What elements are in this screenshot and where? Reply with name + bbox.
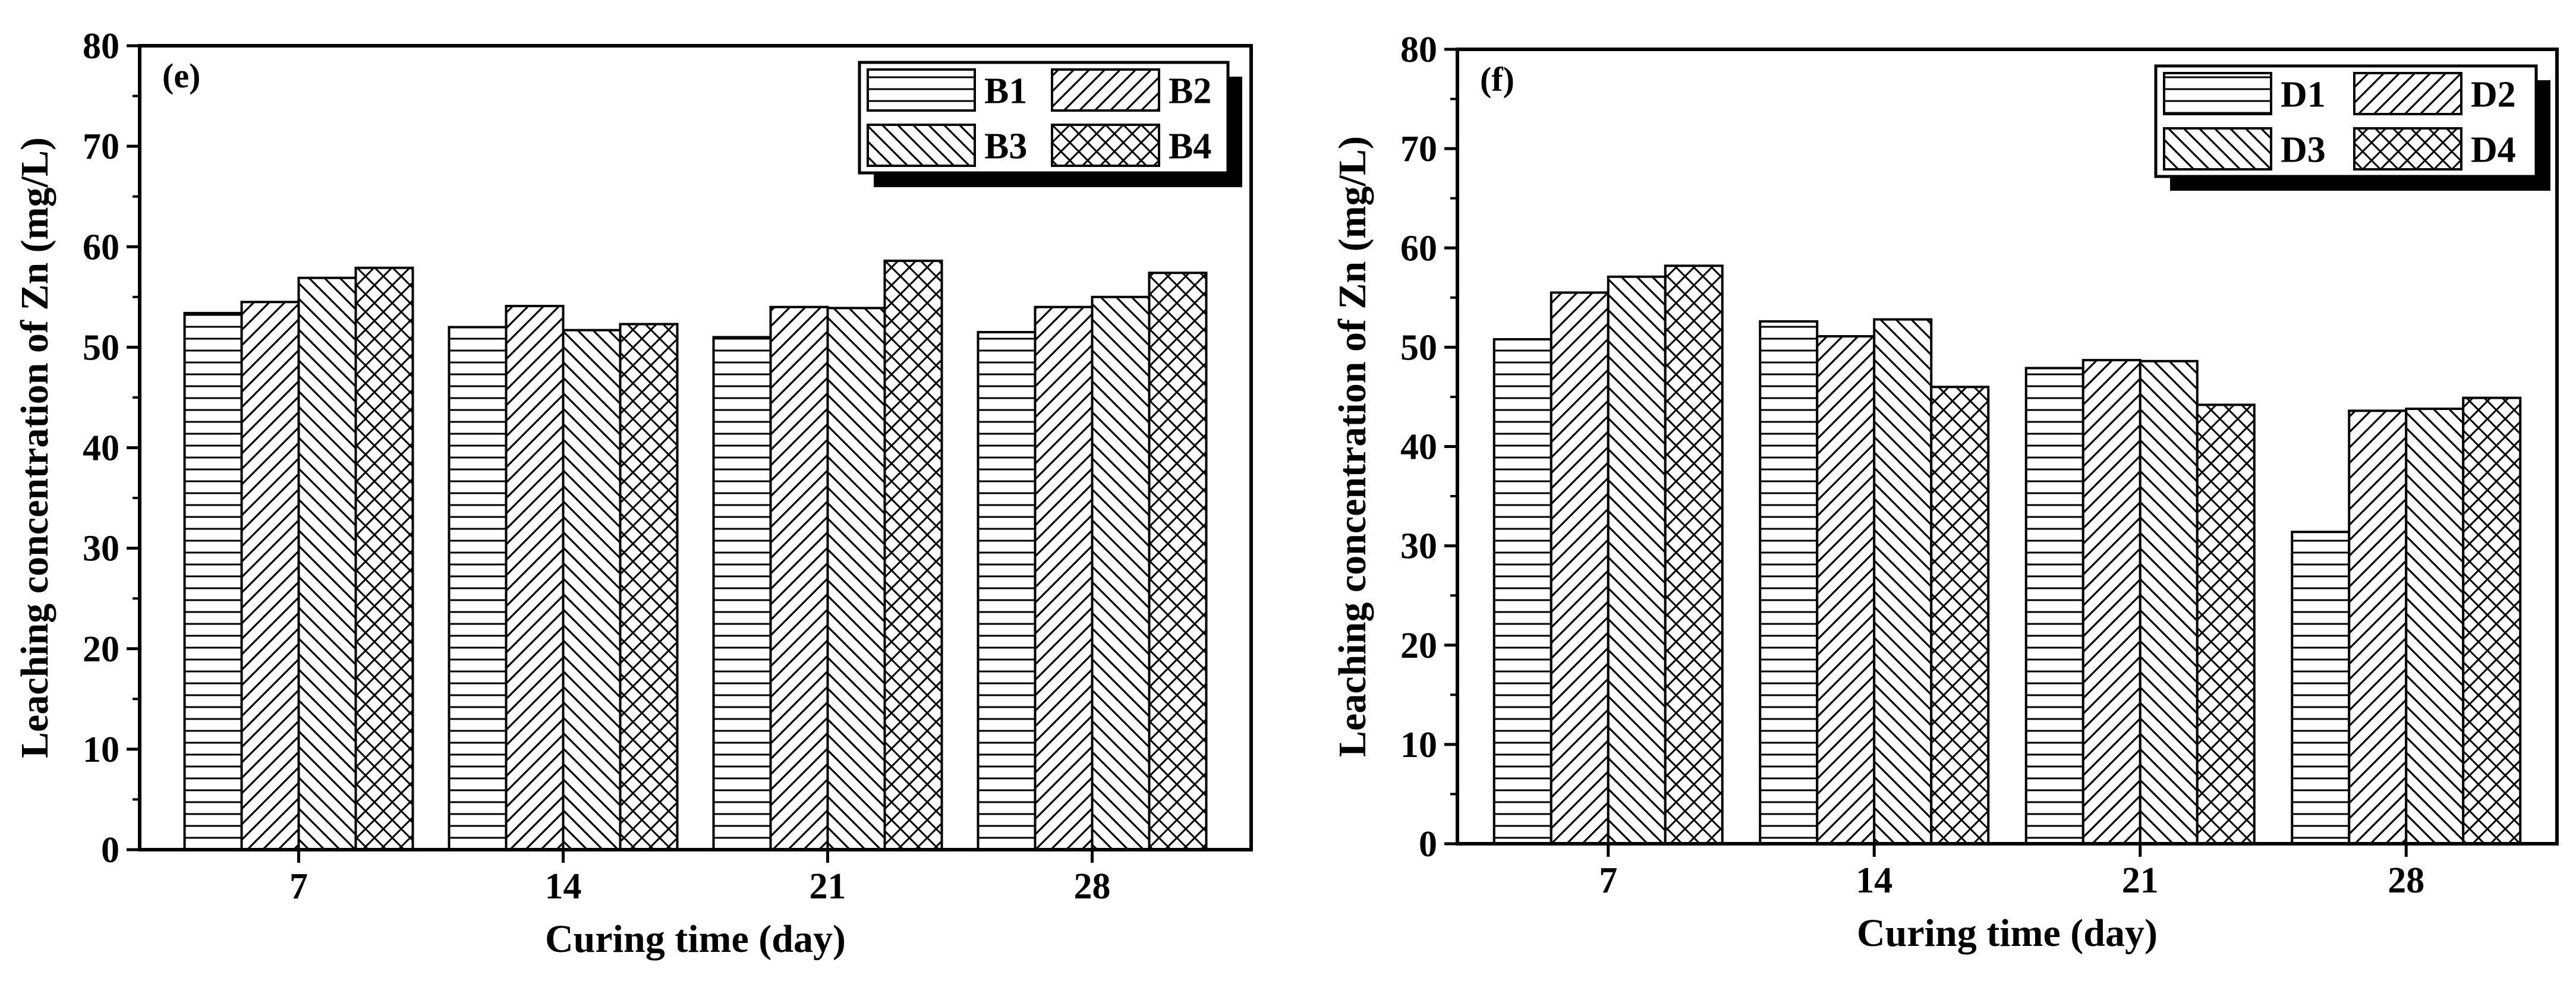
- plot-frame: [138, 44, 1253, 851]
- y-tick-label: 80: [83, 26, 119, 67]
- legend-swatch-b2: [1051, 68, 1160, 112]
- bar-b3-day-28: [1091, 295, 1151, 851]
- bar-b4-day-7: [354, 266, 414, 851]
- y-tick-label: 10: [83, 730, 119, 770]
- bar-d3-day-28: [2405, 407, 2465, 845]
- bar-b4-day-14: [619, 323, 679, 851]
- bar-b3-day-14: [562, 329, 622, 851]
- legend-label-b4: B4: [1169, 127, 1211, 167]
- y-tick-label: 60: [1400, 228, 1437, 269]
- x-tick-label: 28: [2388, 860, 2424, 901]
- bar-b4-day-21: [883, 259, 943, 851]
- y-tick-label: 20: [83, 629, 119, 670]
- legend-swatch-d3: [2163, 127, 2272, 171]
- bar-d2-day-28: [2348, 409, 2408, 845]
- x-tick-label: 21: [2122, 860, 2159, 901]
- bar-d4-day-14: [1930, 386, 1990, 845]
- y-tick-label: 50: [83, 327, 119, 368]
- y-tick-label: 50: [1400, 327, 1437, 368]
- bar-b1-day-14: [448, 326, 508, 851]
- y-tick-label: 70: [1400, 129, 1437, 169]
- bar-d1-day-7: [1492, 338, 1552, 845]
- legend-label-d4: D4: [2471, 130, 2516, 171]
- bar-d3-day-7: [1607, 275, 1667, 845]
- bar-d2-day-7: [1550, 291, 1610, 845]
- bar-b3-day-7: [297, 276, 357, 851]
- legend-swatch-b3: [867, 124, 976, 167]
- bar-d2-day-14: [1816, 335, 1876, 845]
- bar-b3-day-21: [826, 307, 886, 851]
- x-tick-label: 7: [289, 866, 308, 907]
- bar-d1-day-28: [2291, 531, 2351, 845]
- bar-b1-day-28: [977, 331, 1037, 851]
- legend-label-b3: B3: [984, 127, 1027, 167]
- bar-b2-day-28: [1034, 305, 1094, 851]
- chart-panel-e: 7 14 21 28 0 10 20 30 40 50 60 70 80 (e) Curing time (…: [13, 26, 1253, 961]
- panel-label: (e): [162, 56, 200, 95]
- chart-panel-f: 7 14 21 28 0 10 20 30 40 50 60 70 80 (f) Curing time (…: [1331, 30, 2559, 955]
- bar-b1-day-7: [183, 311, 243, 851]
- x-tick-label: 7: [1599, 860, 1617, 901]
- bar-b2-day-7: [240, 301, 300, 851]
- bar-d1-day-21: [2024, 367, 2084, 845]
- bar-b2-day-14: [505, 305, 565, 851]
- y-axis-title: Leaching concentration of Zn (mg/L): [13, 137, 56, 758]
- legend-swatch-b4: [1051, 124, 1160, 167]
- legend-label-d3: D3: [2281, 130, 2326, 171]
- legend-label-d2: D2: [2471, 75, 2516, 115]
- bar-d4-day-21: [2196, 403, 2256, 845]
- y-tick-label: 0: [101, 830, 119, 870]
- x-tick-label: 14: [545, 866, 582, 907]
- bar-d3-day-21: [2139, 359, 2199, 845]
- y-tick-label: 10: [1400, 725, 1437, 765]
- legend-swatch-d1: [2163, 72, 2272, 115]
- bar-b4-day-28: [1148, 272, 1208, 851]
- y-tick-label: 70: [83, 127, 119, 167]
- y-tick-label: 80: [1400, 30, 1437, 70]
- legend: B1 B2 B3 B4: [858, 61, 1242, 187]
- y-tick-label: 40: [83, 428, 119, 469]
- legend-swatch-d4: [2353, 127, 2462, 171]
- x-axis-title: Curing time (day): [545, 917, 846, 961]
- bar-d2-day-21: [2081, 359, 2142, 845]
- y-tick-label: 0: [1419, 824, 1437, 865]
- y-tick-label: 30: [83, 529, 119, 569]
- legend-label-b2: B2: [1169, 71, 1211, 112]
- legend-swatch-b1: [867, 68, 976, 112]
- x-tick-label: 21: [810, 866, 846, 907]
- y-axis-title: Leaching concentration of Zn (mg/L): [1331, 136, 1374, 757]
- bar-d3-day-14: [1873, 318, 1933, 845]
- legend-label-b1: B1: [984, 71, 1027, 112]
- legend: D1 D2 D3 D4: [2154, 64, 2550, 191]
- bar-b2-day-21: [769, 305, 829, 851]
- y-tick-label: 40: [1400, 427, 1437, 468]
- legend-swatch-d2: [2353, 72, 2462, 115]
- bar-d1-day-14: [1759, 320, 1819, 845]
- x-axis-title: Curing time (day): [1857, 911, 2158, 955]
- plot-frame: [1456, 48, 2559, 846]
- legend-label-d1: D1: [2281, 75, 2326, 115]
- bar-d4-day-28: [2462, 396, 2522, 845]
- y-tick-label: 30: [1400, 526, 1437, 567]
- y-tick-label: 60: [83, 227, 119, 267]
- y-tick-label: 20: [1400, 626, 1437, 666]
- bar-b1-day-21: [712, 336, 772, 851]
- x-tick-label: 14: [1856, 860, 1892, 901]
- panel-label: (f): [1480, 60, 1514, 99]
- bar-d4-day-7: [1664, 264, 1724, 845]
- x-tick-label: 28: [1074, 866, 1111, 907]
